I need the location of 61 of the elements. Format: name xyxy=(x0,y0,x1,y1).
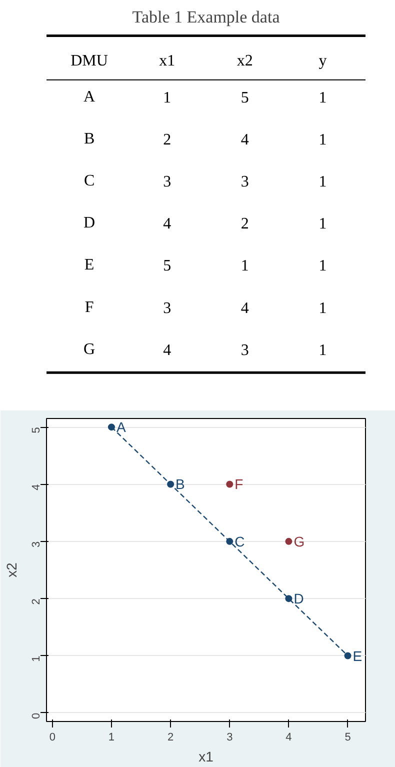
y-tick-label: D xyxy=(84,214,96,232)
data-label: 5 xyxy=(163,258,172,275)
data-label: 1 xyxy=(318,131,327,148)
x-tick-label: 3 xyxy=(226,732,233,744)
data-label: 3 xyxy=(240,342,249,359)
annotation: F xyxy=(234,476,244,492)
y-axis-title: x2 xyxy=(4,562,20,578)
x-tick-label: 0 xyxy=(49,732,56,744)
y-tick-label: 2 xyxy=(30,598,42,605)
annotation: D xyxy=(294,590,304,607)
x-tick-label: 2 xyxy=(167,732,174,744)
y-tick-label: F xyxy=(84,298,94,316)
y-tick-label: 1 xyxy=(30,656,42,662)
annotation: C xyxy=(234,533,245,550)
data-label: 2 xyxy=(163,131,172,148)
point xyxy=(344,652,352,660)
data-label: 3 xyxy=(240,173,249,190)
x-tick-label: 5 xyxy=(344,732,351,744)
data-label: 1 xyxy=(318,216,327,233)
data-label: 1 xyxy=(240,258,249,275)
point xyxy=(285,595,292,602)
y-tick-label: 4 xyxy=(30,484,42,490)
y-tick-label: 0 xyxy=(30,712,42,720)
y-tick-label: 5 xyxy=(30,427,42,434)
data-label: 4 xyxy=(240,300,249,317)
point xyxy=(226,538,234,545)
chart-title: Table 1 Example data xyxy=(132,8,280,26)
y-tick-label: 3 xyxy=(30,541,42,548)
data-label: 1 xyxy=(318,300,327,317)
data-label: 4 xyxy=(240,131,249,148)
point xyxy=(167,480,174,488)
annotation: A xyxy=(116,419,126,436)
y-tick-label: A xyxy=(84,88,96,106)
y-tick-label: B xyxy=(84,130,95,148)
x-tick-label: x1 xyxy=(159,52,176,70)
data-label: 4 xyxy=(163,342,172,359)
point xyxy=(108,424,115,431)
y-tick-label: E xyxy=(84,256,94,274)
y-tick-label: G xyxy=(84,340,96,358)
x-tick-label: 1 xyxy=(108,732,115,744)
x-tick-label: x2 xyxy=(236,52,253,70)
point xyxy=(285,538,292,545)
data-label: 1 xyxy=(318,173,327,190)
x-tick-label: y xyxy=(318,52,327,70)
data-label: 1 xyxy=(318,89,327,106)
x-tick-label: 4 xyxy=(286,732,292,744)
data-label: 1 xyxy=(163,89,172,106)
annotation: E xyxy=(352,648,362,664)
point xyxy=(226,480,234,488)
data-label: 3 xyxy=(163,173,172,190)
x-axis-title: x1 xyxy=(198,748,214,764)
data-label: 3 xyxy=(163,300,172,317)
y-axis-title: DMU xyxy=(70,52,108,70)
data-label: 1 xyxy=(318,258,327,275)
y-tick-label: C xyxy=(84,172,95,190)
data-label: 1 xyxy=(318,342,327,359)
data-label: 5 xyxy=(240,89,249,106)
data-label: 2 xyxy=(240,216,249,233)
annotation: B xyxy=(176,476,185,492)
annotation: G xyxy=(294,533,305,550)
data-label: 4 xyxy=(163,216,172,233)
